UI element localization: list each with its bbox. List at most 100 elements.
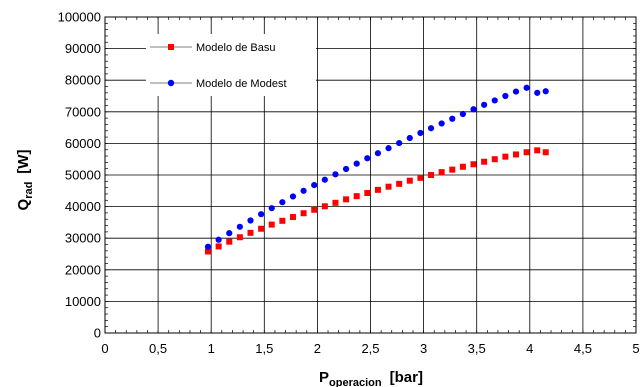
data-point	[311, 206, 318, 213]
data-point	[396, 180, 403, 187]
data-point	[353, 160, 360, 167]
y-tick-label: 50000	[65, 168, 101, 183]
data-point	[512, 151, 519, 158]
data-point	[321, 203, 328, 210]
data-point	[534, 89, 541, 96]
legend-entry-modest: Modelo de Modest	[150, 78, 287, 90]
y-tick-label: 10000	[65, 294, 101, 309]
data-point	[215, 243, 222, 250]
y-tick-label: 100000	[58, 10, 101, 25]
series-basu	[205, 147, 549, 255]
data-point	[258, 225, 265, 232]
y-axis-unit: [W]	[15, 150, 32, 174]
data-point	[226, 238, 233, 245]
data-point	[491, 156, 498, 163]
x-tick-label: 2	[314, 341, 321, 356]
x-axis-unit: [bar]	[390, 369, 423, 386]
data-point	[311, 182, 318, 189]
data-point	[542, 149, 549, 156]
data-point	[332, 199, 339, 206]
legend-label-modest: Modelo de Modest	[196, 78, 287, 90]
x-tick-label: 0,5	[149, 341, 167, 356]
data-point	[534, 147, 541, 154]
data-point	[542, 88, 549, 95]
data-point	[459, 110, 466, 118]
data-point	[236, 234, 243, 241]
data-point	[502, 92, 509, 100]
data-point	[427, 125, 435, 132]
data-point	[236, 223, 243, 230]
data-point	[205, 248, 212, 255]
data-point	[449, 115, 456, 122]
data-point	[353, 193, 360, 200]
data-point	[300, 187, 307, 194]
data-point	[417, 129, 424, 137]
data-point	[279, 199, 286, 206]
data-point	[406, 177, 413, 184]
y-tick-label: 0	[94, 326, 101, 341]
data-point	[523, 149, 530, 156]
y-tick-label: 20000	[65, 262, 101, 277]
x-tick-label: 1	[208, 341, 215, 356]
data-point	[502, 153, 509, 160]
data-point	[385, 183, 392, 190]
data-point	[343, 196, 350, 203]
data-point	[374, 150, 382, 157]
data-point	[523, 84, 530, 91]
data-point	[279, 217, 286, 224]
data-point	[417, 174, 424, 181]
data-point	[364, 190, 371, 197]
x-axis-label: Poperacion [bar]	[319, 369, 423, 387]
data-point	[481, 158, 488, 165]
data-point	[406, 134, 413, 142]
y-tick-label: 90000	[65, 41, 101, 56]
data-point	[215, 236, 222, 243]
y-tick-label: 40000	[65, 199, 101, 214]
data-point	[449, 166, 456, 173]
data-point	[438, 120, 445, 127]
y-axis-title: Qrad [W]	[15, 150, 35, 211]
y-tick-label: 70000	[65, 104, 101, 119]
data-point	[374, 186, 381, 193]
axes: 0 0,5 1 1,5 2 2,5 3 3,5 4 4,5 5 0 10000 20000 30000 400…	[58, 10, 640, 357]
y-axis-label: Qrad [W]	[15, 150, 35, 211]
legend-label-basu: Modelo de Basu	[196, 42, 276, 54]
y-axis-subscript: rad	[23, 182, 35, 199]
data-point	[204, 243, 212, 250]
y-tick-label: 80000	[65, 73, 101, 88]
x-tick-label: 3	[420, 341, 427, 356]
legend: Modelo de Basu Modelo de Modest	[146, 34, 316, 96]
data-point	[258, 211, 265, 218]
series-modest	[204, 84, 549, 250]
data-point	[289, 214, 296, 221]
data-point	[491, 97, 498, 104]
data-point	[428, 172, 435, 178]
y-axis-symbol: Q	[15, 198, 32, 210]
x-tick-label: 5	[632, 341, 639, 356]
data-point	[470, 106, 477, 113]
y-tick-label: 60000	[65, 136, 101, 151]
x-tick-label: 4,5	[574, 341, 592, 356]
data-point	[247, 217, 254, 224]
data-point	[481, 101, 488, 108]
data-point	[459, 163, 466, 170]
x-tick-label: 1,5	[255, 341, 273, 356]
x-tick-label: 4	[526, 341, 533, 356]
data-point	[226, 230, 233, 237]
data-point	[512, 88, 520, 95]
data-point	[364, 155, 371, 162]
x-axis-subscript: operacion	[329, 377, 382, 387]
data-point	[332, 171, 339, 178]
data-point	[268, 205, 275, 212]
data-point	[247, 229, 254, 236]
data-point	[321, 176, 328, 183]
legend-entry-basu: Modelo de Basu	[150, 42, 276, 54]
legend-box	[146, 34, 316, 96]
y-tick-label: 30000	[65, 231, 101, 246]
data-point	[438, 169, 445, 176]
x-axis-symbol: P	[319, 369, 329, 386]
data-point	[289, 193, 297, 200]
x-tick-label: 0	[101, 341, 108, 356]
